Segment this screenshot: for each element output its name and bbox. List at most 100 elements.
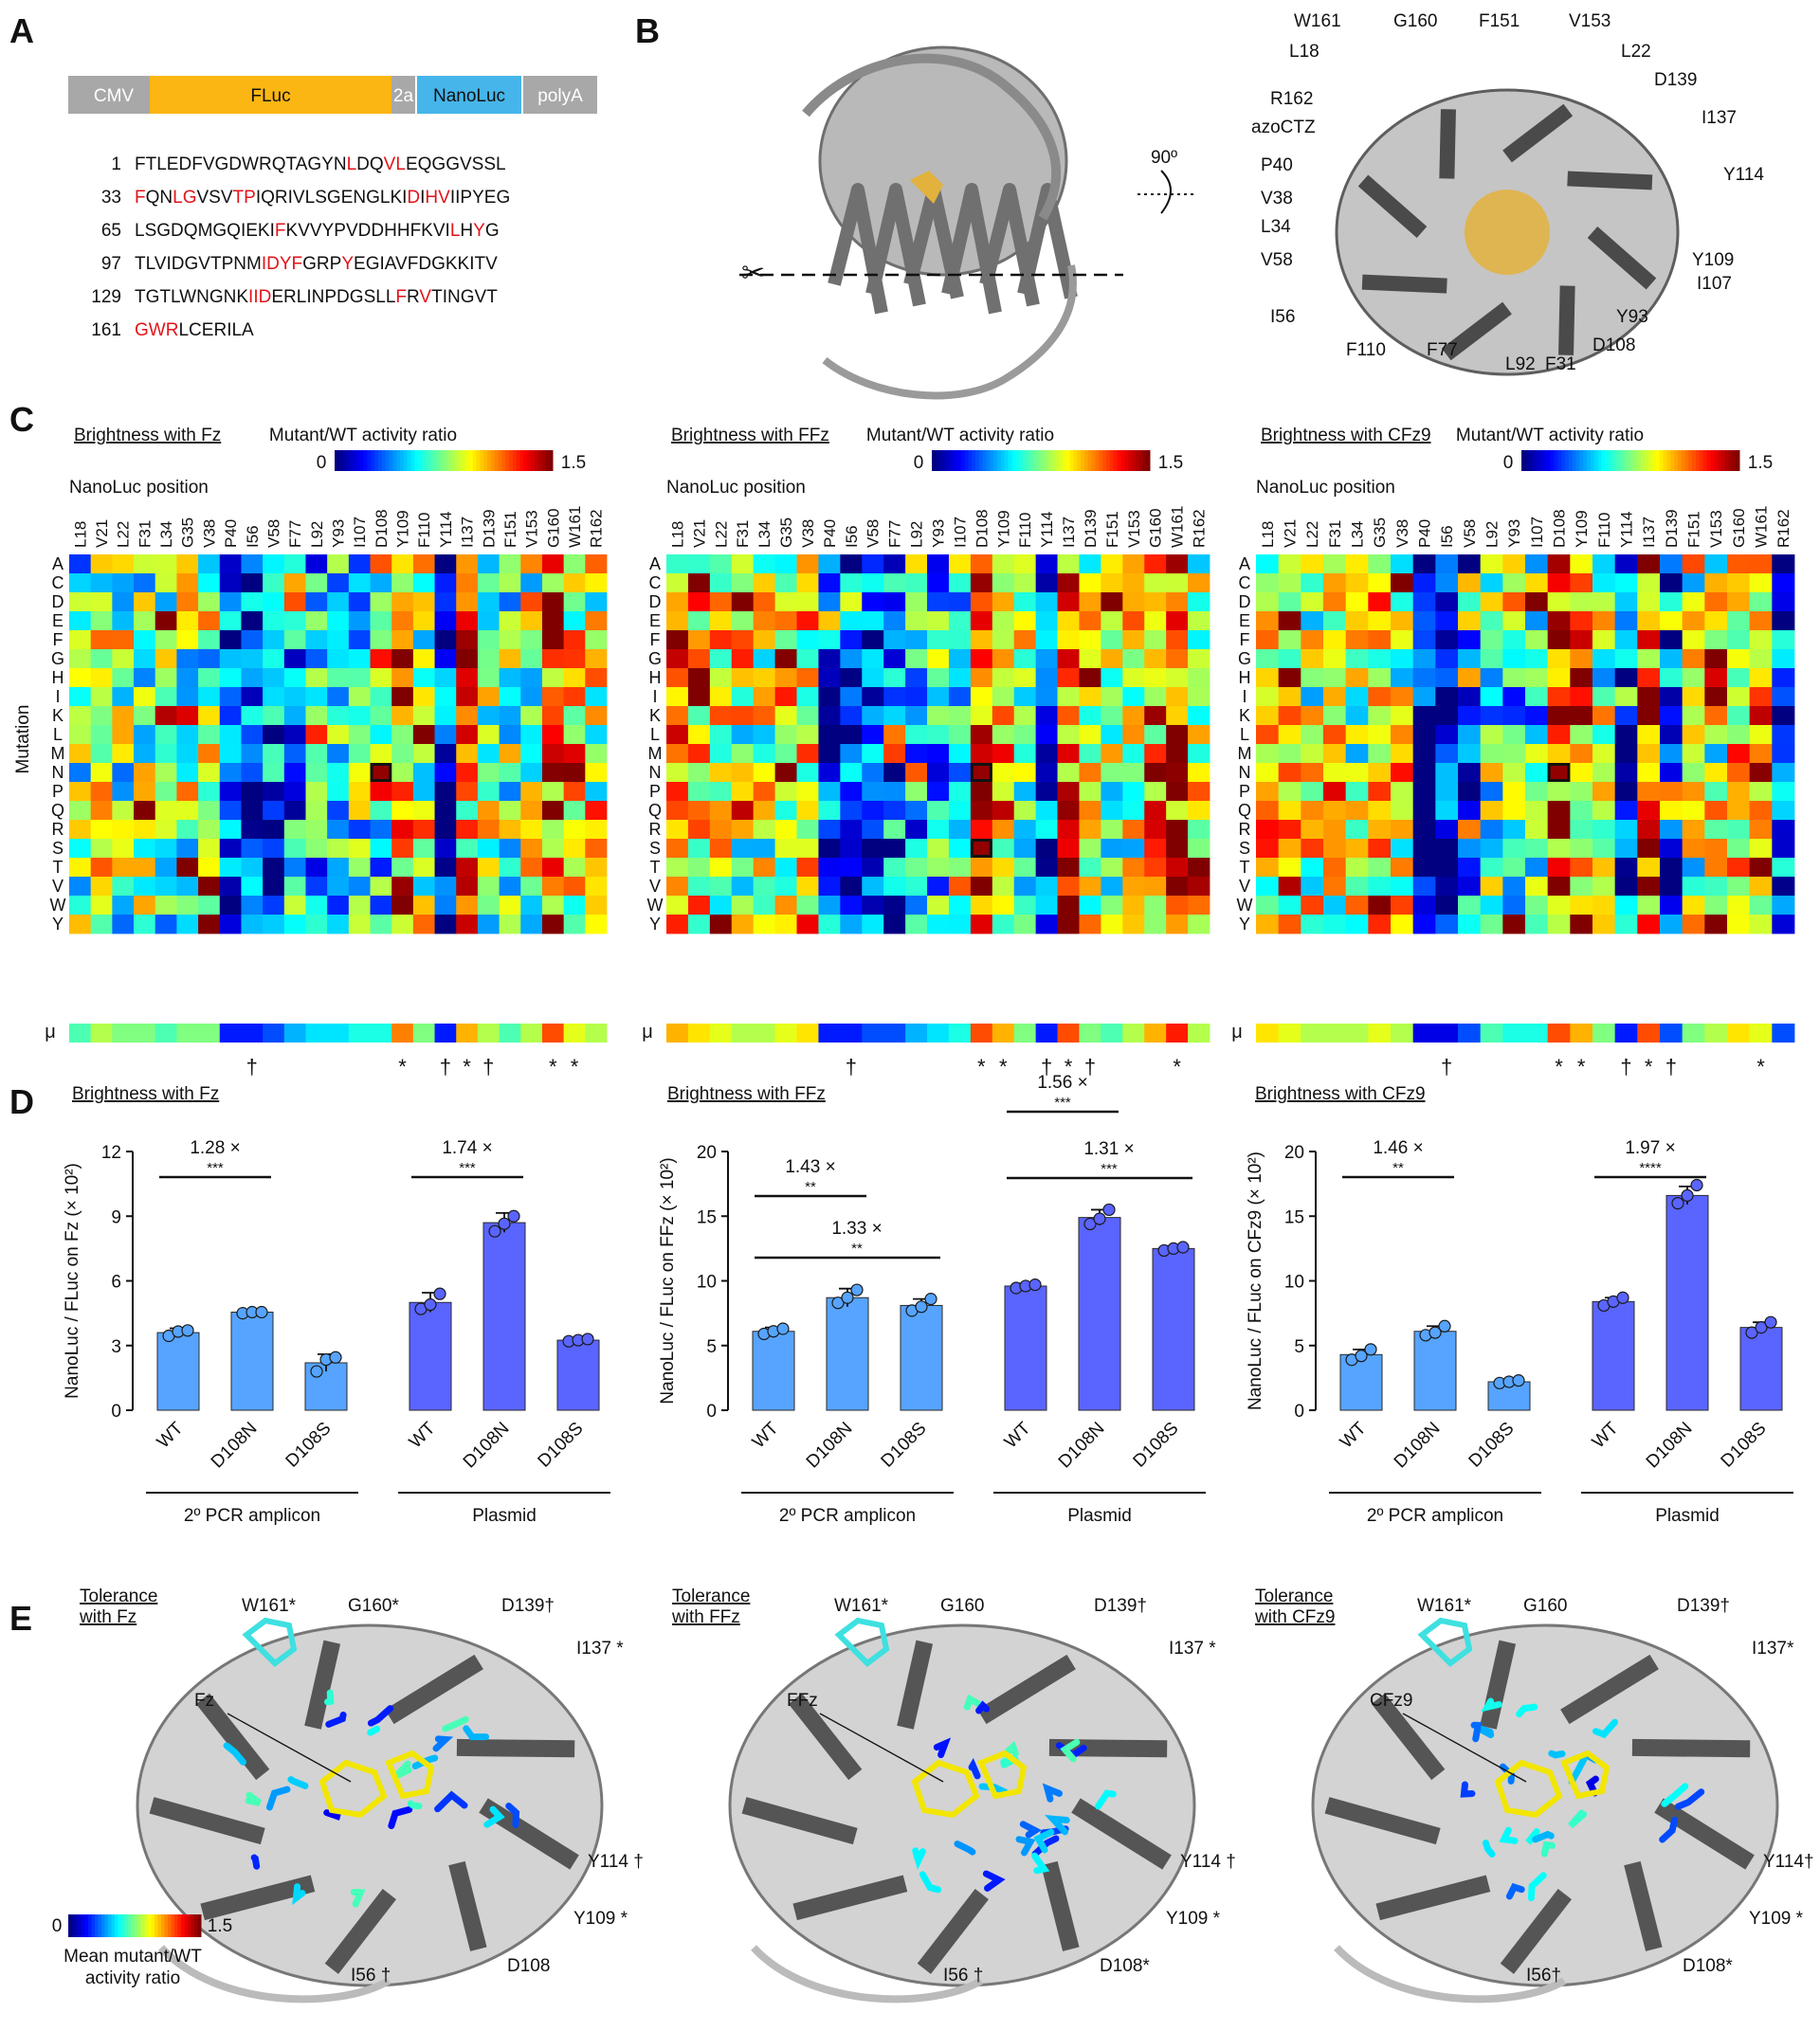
heatmap-cell <box>1435 725 1459 745</box>
mean-cell <box>753 1024 775 1043</box>
heatmap-cell <box>456 554 479 574</box>
heatmap-cell <box>434 801 457 821</box>
significance-label: *** <box>459 1160 476 1176</box>
ligand-sticks <box>318 1759 388 1819</box>
heatmap-cell <box>155 877 177 897</box>
row-label: D <box>649 592 662 611</box>
heatmap-cell <box>883 649 906 669</box>
row-label: Q <box>648 801 662 820</box>
fold-change-label: 1.28 × <box>190 1138 240 1158</box>
heatmap-cell <box>1547 801 1571 821</box>
y-tick-label: 20 <box>697 1143 717 1163</box>
mean-cell <box>948 1024 972 1043</box>
mean-cell <box>1682 1024 1705 1043</box>
heatmap-cell <box>134 782 156 802</box>
heatmap-cell <box>970 858 993 878</box>
heatmap-cell <box>348 877 371 897</box>
heatmap-cell <box>370 554 392 574</box>
heatmap-cell <box>1749 915 1773 934</box>
heatmap-cell <box>348 839 371 859</box>
x-tick-label: D108N <box>803 1419 857 1473</box>
heatmap-cell <box>1035 877 1058 897</box>
bar <box>1004 1285 1047 1411</box>
heatmap-cell <box>753 877 775 897</box>
heatmap-cell <box>1144 858 1167 878</box>
heatmap-cell <box>176 611 199 631</box>
colorbar-step <box>534 450 539 471</box>
mean-cell <box>477 1024 500 1043</box>
heatmap-cell <box>283 858 306 878</box>
heatmap-cell <box>1682 725 1705 745</box>
heatmap-cell <box>1101 877 1123 897</box>
beta-barrel-strand <box>1631 1738 1751 1758</box>
heatmap-cell <box>541 744 565 764</box>
side-chain <box>1019 1821 1042 1839</box>
fold-change-label: 1.46 × <box>1373 1138 1423 1158</box>
residue: I <box>450 188 455 208</box>
heatmap-cell <box>1256 782 1280 802</box>
heatmap-cell <box>1035 801 1058 821</box>
heatmap-cell <box>1480 896 1503 916</box>
heatmap-cell <box>1368 687 1392 707</box>
colorbar-step <box>468 450 474 471</box>
beta-barrel-strand <box>1439 109 1456 179</box>
x-tick-label: D108S <box>878 1419 931 1472</box>
construct-block-2a <box>391 76 415 114</box>
heatmap-cell <box>1101 573 1123 593</box>
heatmap-cell <box>992 744 1015 764</box>
colorbar-step <box>1019 450 1024 471</box>
heatmap-cell <box>1122 592 1145 612</box>
heatmap-cell <box>1368 915 1392 934</box>
heatmap-cell <box>391 896 414 916</box>
construct-block-FLuc <box>150 76 391 114</box>
heatmap-cell <box>796 573 819 593</box>
residue: D <box>259 287 272 307</box>
bar <box>826 1297 869 1411</box>
heatmap-cell <box>1122 820 1145 840</box>
heatmap-cell <box>1749 706 1773 726</box>
heatmap-cell <box>1502 744 1526 764</box>
heatmap-cell <box>263 649 285 669</box>
residue: N <box>334 154 347 174</box>
heatmap-cell <box>112 915 135 934</box>
heatmap-cell <box>1660 858 1684 878</box>
row-label: N <box>649 763 662 782</box>
heatmap-cell <box>1057 839 1080 859</box>
residue: L <box>347 154 357 174</box>
row-label: T <box>1240 858 1250 877</box>
heatmap-cell <box>1391 554 1414 574</box>
heatmap-cell <box>1013 554 1037 574</box>
mean-cell <box>1166 1024 1189 1043</box>
residue: D <box>371 221 384 241</box>
heatmap-cell <box>840 687 863 707</box>
heatmap-cell <box>563 801 586 821</box>
heatmap-cell <box>327 820 350 840</box>
colorbar-step <box>490 450 496 471</box>
mean-cell <box>69 1024 92 1043</box>
heatmap-cell <box>241 801 264 821</box>
heatmap-cell <box>1660 592 1684 612</box>
residue-label: W161* <box>834 1596 889 1616</box>
heatmap-cell <box>1502 649 1526 669</box>
group-label: Plasmid <box>1655 1506 1720 1526</box>
heatmap-cell <box>412 687 435 707</box>
data-point <box>1429 1326 1442 1339</box>
heatmap-cell <box>862 668 884 688</box>
heatmap-cell <box>1480 858 1503 878</box>
heatmap-cell <box>90 896 113 916</box>
heatmap-cell <box>1188 858 1210 878</box>
heatmap-cell <box>176 877 199 897</box>
residue: E <box>202 320 214 340</box>
heatmap-cell <box>412 649 435 669</box>
row-label: S <box>1239 839 1250 858</box>
heatmap-cell <box>434 668 457 688</box>
heatmap-cell <box>1614 592 1638 612</box>
column-label: R162 <box>1774 509 1793 548</box>
heatmap-cell <box>327 839 350 859</box>
tolerance-marker: † <box>246 1055 258 1079</box>
heatmap-cell <box>709 877 733 897</box>
heatmap-cell <box>1391 687 1414 707</box>
heatmap-cell <box>1727 592 1751 612</box>
structure-title-1: Tolerance <box>80 1587 157 1606</box>
heatmap-cell <box>862 763 884 783</box>
